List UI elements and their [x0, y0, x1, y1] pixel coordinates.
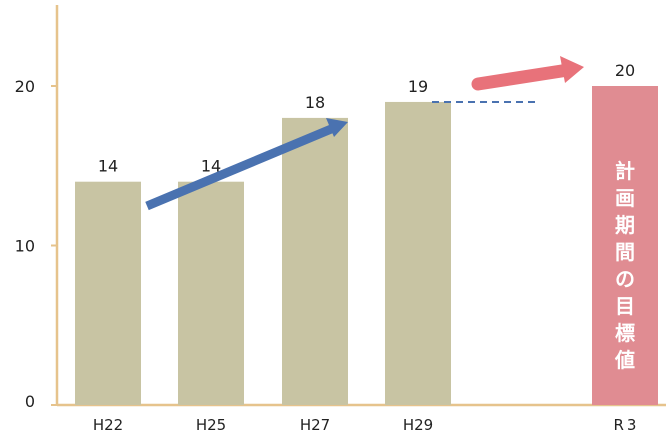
target-label-char: 目 [615, 294, 635, 318]
target-label-char: 値 [614, 348, 635, 372]
trend-arrow-head [326, 118, 348, 137]
x-tick-label: R 3 [614, 416, 637, 434]
bar-layer [75, 86, 658, 406]
data-label: 14 [98, 157, 118, 176]
target-label-char: の [615, 267, 635, 291]
target-bar [592, 86, 658, 405]
x-tick-label: H25 [196, 416, 226, 434]
bar [75, 181, 141, 405]
annotation-layer [145, 56, 584, 211]
target-label-char: 期 [615, 213, 635, 237]
y-tick-label: 0 [25, 392, 35, 411]
bar [282, 117, 348, 406]
target-label-char: 画 [615, 186, 635, 210]
data-label: 19 [408, 77, 428, 96]
trend-arrow-shaft [145, 122, 338, 211]
y-tick-label: 10 [15, 237, 35, 256]
data-label: 18 [305, 93, 325, 112]
target-arrow-head [560, 56, 584, 83]
data-label: 20 [615, 61, 635, 80]
y-tick-label: 20 [15, 77, 35, 96]
target-label-char: 標 [615, 321, 635, 345]
x-tick-label: H29 [403, 416, 433, 434]
bar [178, 181, 244, 405]
bar [385, 101, 451, 405]
axis-layer: 0 10 20 [15, 5, 666, 411]
target-arrow-shaft [471, 63, 575, 91]
data-label: 14 [201, 157, 221, 176]
x-tick-label: H27 [300, 416, 330, 434]
x-tick-label: H22 [93, 416, 123, 434]
target-label-char: 計 [615, 159, 635, 183]
target-label-char: 間 [615, 240, 635, 264]
